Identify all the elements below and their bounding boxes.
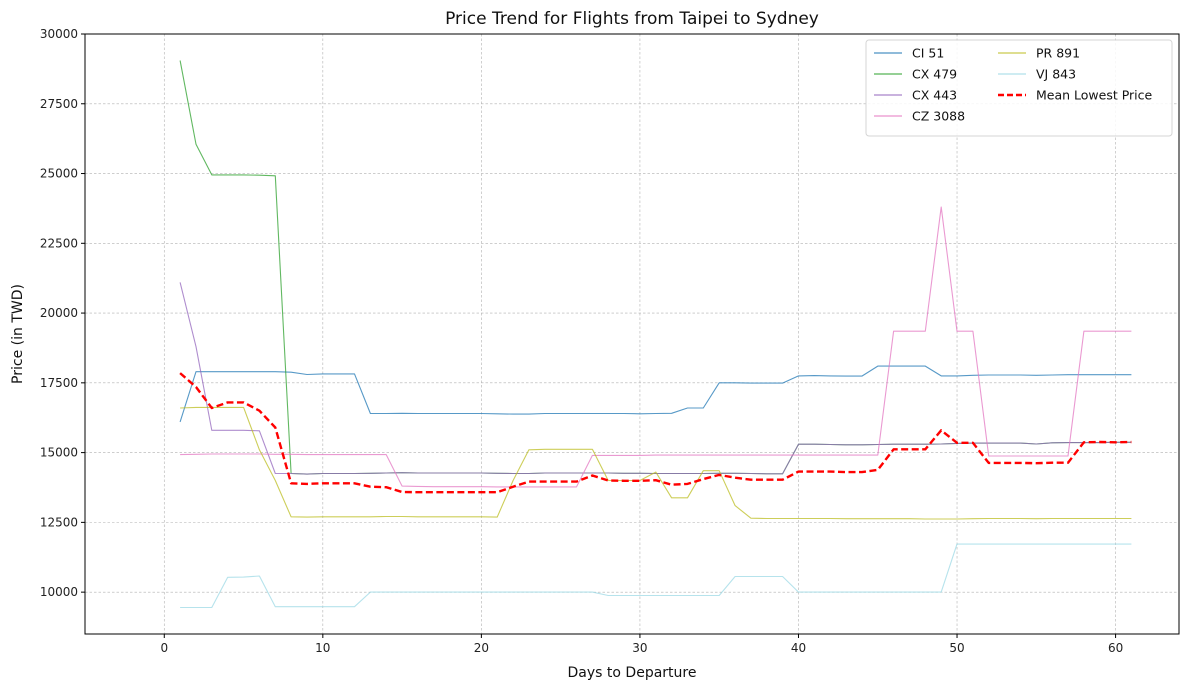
series-lines bbox=[179, 60, 1132, 609]
legend: CI 51 CX 479 CX 443 CZ 3088 PR 891 VJ 843 Mean… bbox=[865, 39, 1173, 137]
legend-label-cx-443: CX 443 bbox=[912, 88, 957, 103]
series-line-cz-3088 bbox=[180, 206, 1132, 488]
legend-label-mean-lowest-price: Mean Lowest Price bbox=[1036, 88, 1153, 103]
x-axis-label: Days to Departure bbox=[568, 665, 697, 681]
y-tick-label: 22500 bbox=[40, 236, 78, 250]
chart-title: Price Trend for Flights from Taipei to S… bbox=[445, 9, 819, 29]
plot-frame bbox=[84, 33, 1180, 635]
y-tick-label: 25000 bbox=[40, 167, 78, 181]
x-tick-label: 10 bbox=[315, 641, 330, 655]
y-tick-label: 27500 bbox=[40, 97, 78, 111]
y-tick-label: 20000 bbox=[40, 306, 78, 320]
x-tick-label: 60 bbox=[1108, 641, 1123, 655]
series-line-mean-lowest-price bbox=[179, 372, 1132, 494]
legend-label-ci-51: CI 51 bbox=[912, 46, 944, 61]
series-line-vj-843 bbox=[180, 543, 1132, 609]
x-tick-label: 20 bbox=[474, 641, 489, 655]
y-tick-label: 15000 bbox=[40, 446, 78, 460]
x-tick-label: 50 bbox=[949, 641, 964, 655]
y-tick-label: 30000 bbox=[40, 27, 78, 41]
legend-label-cz-3088: CZ 3088 bbox=[912, 109, 965, 124]
y-axis-label: Price (in TWD) bbox=[10, 284, 26, 384]
axis-ticks: 0 10 20 30 40 50 60 10000 12500 15000 17500 20000 22… bbox=[40, 27, 1123, 655]
y-tick-label: 10000 bbox=[40, 585, 78, 599]
legend-label-vj-843: VJ 843 bbox=[1036, 67, 1076, 82]
legend-box bbox=[865, 39, 1173, 137]
series-line-pr-891 bbox=[180, 406, 1132, 520]
legend-label-cx-479: CX 479 bbox=[912, 67, 957, 82]
x-tick-label: 30 bbox=[632, 641, 647, 655]
series-line-ci-51 bbox=[179, 365, 1132, 423]
y-tick-label: 12500 bbox=[40, 515, 78, 529]
x-tick-label: 40 bbox=[791, 641, 806, 655]
legend-label-pr-891: PR 891 bbox=[1036, 46, 1080, 61]
x-tick-label: 0 bbox=[160, 641, 168, 655]
y-tick-label: 17500 bbox=[40, 376, 78, 390]
